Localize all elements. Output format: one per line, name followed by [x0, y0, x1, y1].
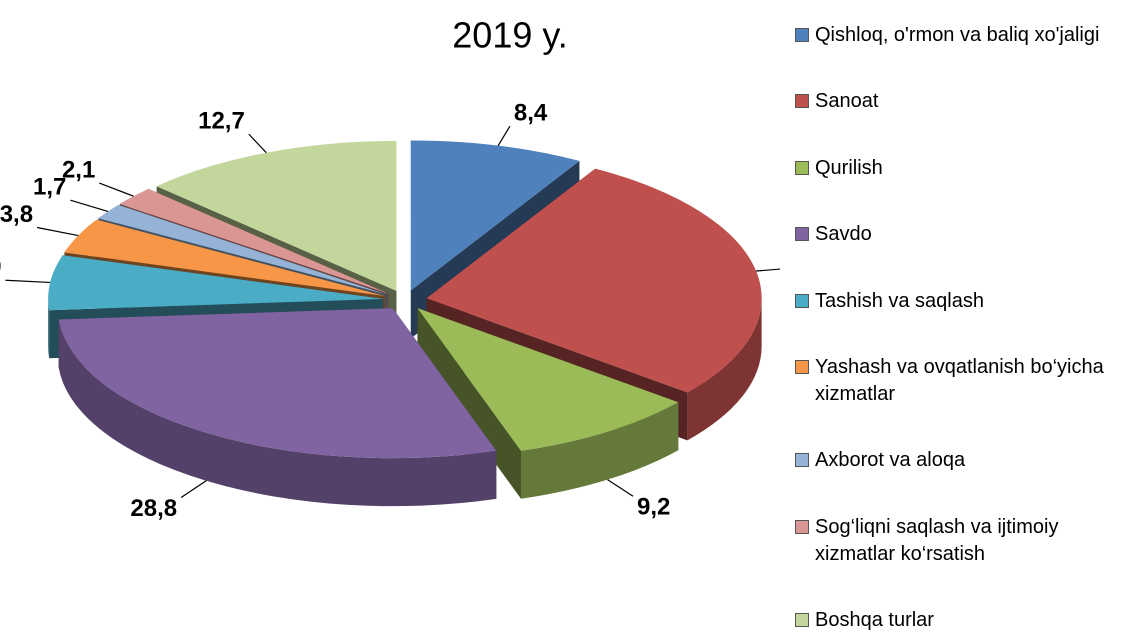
legend-swatch [795, 94, 809, 109]
legend-item: Sog‘liqni saqlash va ijtimoiy xizmatlar … [795, 514, 1115, 568]
pie-slice [426, 168, 762, 393]
leader-line [248, 133, 267, 154]
chart: 2019 y. 8,427,49,228,85,93,81,72,112,7 [0, 15, 780, 522]
legend-swatch [795, 293, 809, 308]
legend-label: Qishloq, o'rmon va baliq xo'jaligi [815, 24, 1100, 46]
slice-tops [48, 140, 762, 459]
pie-slice [64, 219, 385, 297]
legend-label: Sog‘liqni saqlash va ijtimoiy xizmatlar … [815, 515, 1059, 565]
legend-swatch [795, 453, 809, 468]
data-label: 2,1 [62, 156, 95, 183]
legend-swatch [795, 359, 809, 374]
legend-swatch [795, 519, 809, 534]
legend-swatch [795, 160, 809, 175]
legend-swatch [795, 227, 809, 242]
pie-slice [410, 140, 580, 291]
leader-line [607, 479, 634, 497]
leader-line [99, 182, 134, 197]
data-label: 3,8 [0, 201, 33, 228]
pie-slice [58, 308, 497, 459]
legend-label: Savdo [815, 223, 872, 246]
legend-item: Boshqa turlar [795, 607, 1115, 634]
data-label: 12,7 [198, 107, 245, 134]
leader-line [756, 268, 780, 272]
data-label: 28,8 [130, 495, 177, 522]
legend-label: Boshqa turlar [815, 609, 934, 631]
data-label: 1,7 [33, 174, 66, 201]
legend-item: Tashish va saqlash [795, 288, 1115, 315]
leader-line [36, 226, 79, 237]
legend: Qishloq, o'rmon va baliq xo'jaligi Sanoat… [795, 22, 1115, 634]
legend-item: Axborot va aloqa [795, 447, 1115, 474]
pie-slice [156, 140, 397, 291]
legend-item: Sanoat [795, 88, 1115, 115]
legend-item: Qurilish [795, 155, 1115, 182]
slice-side [58, 319, 497, 507]
legend-label: Sanoat [815, 90, 879, 113]
slice-side [521, 402, 679, 499]
pie-slice [417, 308, 679, 451]
leader-line [70, 199, 109, 212]
legend-label: Yashash va ovqatlanish bo‘yicha xizmatla… [815, 355, 1104, 405]
legend-item: Qishloq, o'rmon va baliq xo'jaligi [795, 22, 1115, 49]
leader-line [180, 480, 207, 499]
legend-swatch [795, 613, 809, 627]
leader-line [5, 279, 51, 284]
slice-side [687, 298, 762, 441]
slice-side [48, 298, 50, 359]
leader-line [497, 125, 511, 146]
data-label: 5,9 [0, 254, 1, 281]
data-label: 8,4 [514, 100, 548, 127]
chart-title: 2019 y. [452, 15, 567, 56]
legend-label: Tashish va saqlash [815, 289, 984, 312]
legend-swatch [795, 28, 809, 42]
data-label: 9,2 [637, 494, 670, 521]
legend-label: Qurilish [815, 156, 883, 179]
legend-item: Yashash va ovqatlanish bo‘yicha xizmatla… [795, 354, 1115, 408]
pie-slice [48, 255, 384, 311]
pie-slice [98, 204, 387, 295]
legend-item: Savdo [795, 221, 1115, 248]
legend-label: Axborot va aloqa [815, 449, 966, 472]
pie-slice [119, 188, 389, 294]
